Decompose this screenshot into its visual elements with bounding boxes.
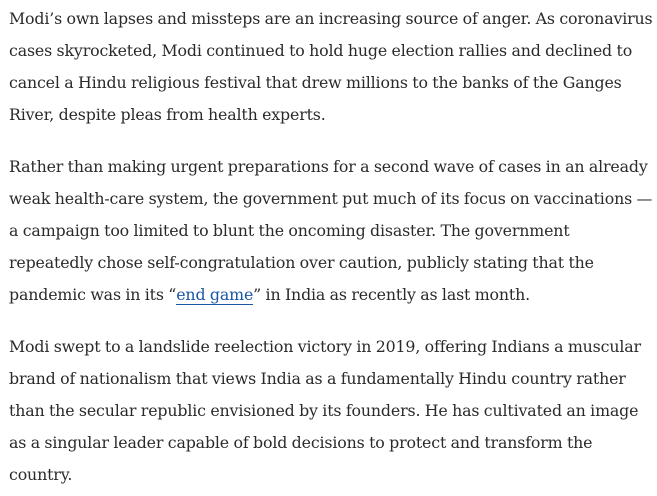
end-game-link[interactable]: end game bbox=[176, 285, 254, 305]
paragraph-2-text-after-link: ” in India as recently as last month. bbox=[253, 285, 531, 304]
paragraph-2-text-before-link: Rather than making urgent preparations f… bbox=[9, 157, 653, 304]
paragraph-1: Modi’s own lapses and missteps are an in… bbox=[9, 9, 653, 124]
paragraph-2: Rather than making urgent preparations f… bbox=[9, 151, 653, 311]
paragraph-3: Modi swept to a landslide reelection vic… bbox=[9, 337, 641, 484]
